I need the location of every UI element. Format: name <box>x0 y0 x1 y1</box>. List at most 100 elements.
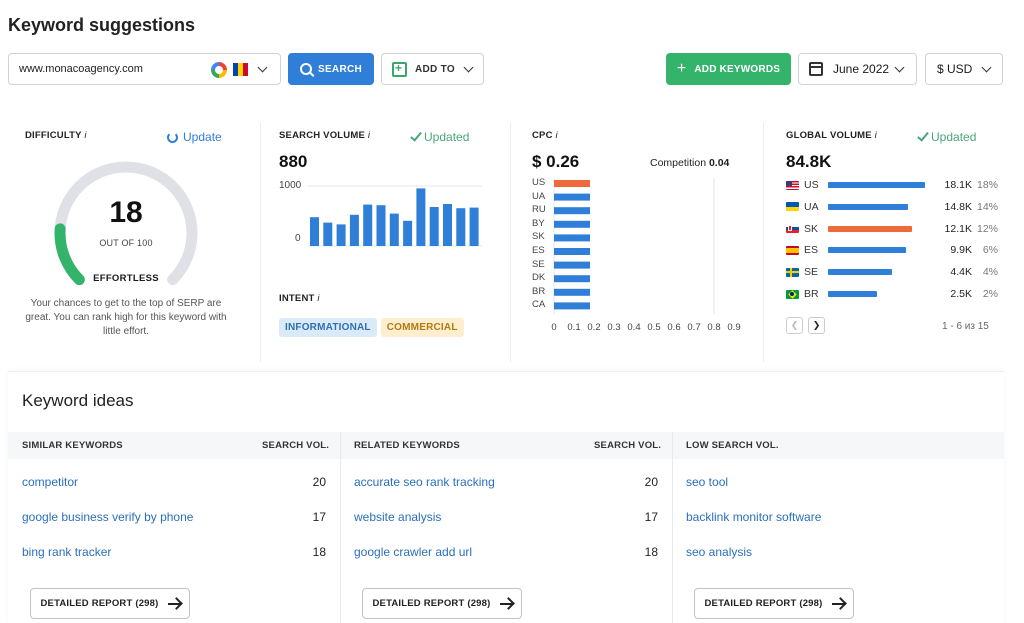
pager-next-button[interactable]: ❯ <box>808 317 825 334</box>
search-volume-bar <box>336 224 346 246</box>
es-flag-icon <box>786 245 799 255</box>
country-volume: 14.8K <box>944 200 972 213</box>
detailed-report-label: DETAILED REPORT (298) <box>704 598 823 609</box>
chevron-down-icon[interactable] <box>257 62 268 73</box>
keyword-volume: 20 <box>312 475 326 489</box>
search-button-label: SEARCH <box>317 63 363 75</box>
intent-label: INTENT i <box>279 293 320 304</box>
search-volume-bar <box>376 205 386 246</box>
detailed-report-button[interactable]: DETAILED REPORT (298) <box>694 588 854 619</box>
column-header-low-volume: LOW SEARCH VOL. <box>686 440 779 451</box>
info-icon[interactable]: i <box>367 130 371 141</box>
country-code: US <box>804 179 819 191</box>
keyword-link[interactable]: competitor <box>22 475 79 489</box>
calendar-icon <box>809 62 823 76</box>
cpc-country-label: CA <box>532 299 546 311</box>
cpc-country-label: RU <box>532 204 546 216</box>
competition: Competition 0.04 <box>650 157 729 169</box>
keyword-link[interactable]: bing rank tracker <box>22 545 112 559</box>
axis-min-label: 0 <box>295 233 301 244</box>
domain-input[interactable]: www.monacoagency.com <box>8 53 281 85</box>
column-divider <box>340 432 341 623</box>
difficulty-update-button[interactable]: Update <box>167 130 222 144</box>
cpc-axis-tick: 0.6 <box>667 322 681 333</box>
info-icon[interactable]: i <box>874 130 877 141</box>
domain-value: www.monacoagency.com <box>19 63 143 75</box>
detailed-report-button[interactable]: DETAILED REPORT (298) <box>362 588 522 619</box>
cpc-country-label: SE <box>532 258 545 270</box>
cpc-axis-tick: 0.8 <box>707 322 721 333</box>
search-volume-bar <box>323 222 333 246</box>
info-icon[interactable]: i <box>555 130 558 141</box>
keyword-link[interactable]: seo tool <box>686 475 729 489</box>
chevron-right-icon: ❯ <box>812 320 821 330</box>
add-to-label: ADD TO <box>415 63 455 75</box>
refresh-icon <box>167 131 178 143</box>
date-dropdown[interactable]: June 2022 <box>798 53 917 85</box>
update-label: Update <box>183 130 222 144</box>
gauge-fill <box>54 223 85 286</box>
search-icon <box>299 63 312 75</box>
cpc-bar <box>554 220 590 228</box>
add-keywords-button[interactable]: + ADD KEYWORDS <box>666 53 791 85</box>
global-volume-status: Updated <box>917 128 976 144</box>
keyword-link[interactable]: google crawler add url <box>354 545 473 559</box>
cpc-country-label: SK <box>532 231 545 243</box>
keyword-link[interactable]: seo analysis <box>686 545 753 559</box>
currency-dropdown[interactable]: $ USD <box>925 53 1003 85</box>
difficulty-label: DIFFICULTY i <box>25 130 87 141</box>
search-volume-bar <box>443 204 452 246</box>
detailed-report-button[interactable]: DETAILED REPORT (298) <box>30 588 190 619</box>
keyword-link[interactable]: google business verify by phone <box>22 510 194 524</box>
check-icon <box>410 128 422 142</box>
cpc-bar <box>554 275 590 283</box>
global-volume-bar <box>828 269 893 276</box>
column-header-similar: SIMILAR KEYWORDS <box>22 440 123 451</box>
search-volume-bar <box>416 188 426 246</box>
keyword-link[interactable]: accurate seo rank tracking <box>354 475 495 489</box>
pager-prev-button[interactable]: ❮ <box>786 317 803 334</box>
keyword-volume: 18 <box>644 545 658 559</box>
cpc-axis-tick: 0.1 <box>567 322 581 333</box>
cpc-bar <box>554 180 590 187</box>
country-percent: 18% <box>976 179 998 191</box>
column-divider <box>672 432 673 623</box>
cpc-axis-tick: 0.4 <box>627 322 641 333</box>
column-header-related: RELATED KEYWORDS <box>354 440 460 451</box>
search-volume-value: 880 <box>279 152 308 171</box>
global-volume-value: 84.8K <box>786 152 832 171</box>
search-button[interactable]: SEARCH <box>288 53 374 85</box>
info-icon[interactable]: i <box>84 130 87 141</box>
cpc-label: CPC i <box>532 130 558 141</box>
competition-value: 0.04 <box>708 157 730 169</box>
us-flag-icon <box>786 180 799 190</box>
global-volume-row: SK 12.1K 12% <box>786 222 998 236</box>
keyword-ideas-panel <box>8 371 1004 623</box>
cpc-country-label: DK <box>532 272 546 284</box>
cpc-axis-tick: 0.3 <box>607 322 621 333</box>
country-code: BR <box>804 288 819 300</box>
cpc-value: $ 0.26 <box>532 152 580 171</box>
columns-header-bar <box>8 432 1004 459</box>
search-volume-bar <box>469 207 479 246</box>
keyword-volume: 20 <box>644 475 658 489</box>
country-volume: 9.9K <box>950 244 972 257</box>
add-to-list-icon <box>392 61 407 77</box>
keyword-link[interactable]: backlink monitor software <box>686 510 822 524</box>
add-to-dropdown[interactable]: ADD TO <box>381 53 484 85</box>
cpc-country-label: ES <box>532 245 545 256</box>
search-volume-status: Updated <box>410 128 469 144</box>
cpc-axis-tick: 0 <box>551 322 557 333</box>
global-volume-row: SE 4.4K 4% <box>786 265 998 279</box>
check-icon <box>917 128 929 142</box>
country-code: UA <box>804 200 819 213</box>
keyword-volume: 17 <box>644 510 658 524</box>
difficulty-description: Your chances to get to the top of SERP a… <box>25 298 227 337</box>
cpc-country-label: US <box>532 177 546 188</box>
cpc-bar <box>554 288 590 296</box>
global-volume-bar <box>828 225 913 232</box>
info-icon[interactable]: i <box>317 293 320 304</box>
country-percent: 2% <box>982 288 998 300</box>
keyword-link[interactable]: website analysis <box>354 510 442 524</box>
ua-flag-icon <box>786 202 799 212</box>
